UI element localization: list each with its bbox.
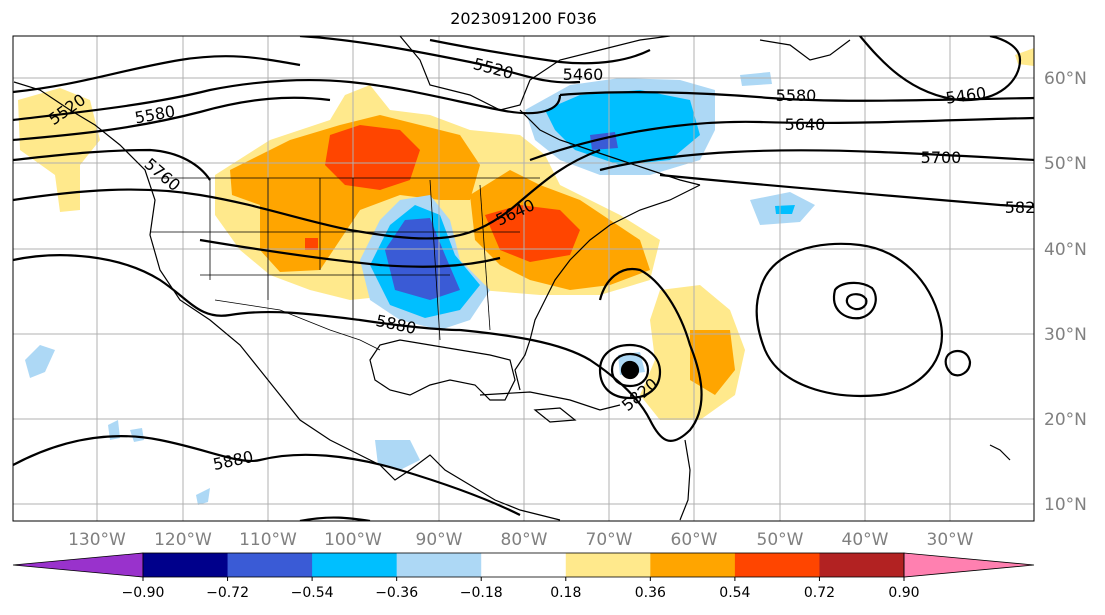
lon-label-120w: 120°W <box>154 530 212 550</box>
anomaly-lightblue-small-3 <box>196 488 210 505</box>
lon-label-80w: 80°W <box>501 530 548 550</box>
anomaly-blue-northeast <box>545 90 700 165</box>
colorbar-tick-label: −0.54 <box>291 585 334 601</box>
contour-label: 5460 <box>563 65 604 84</box>
latitude-labels: 60°N 50°N 40°N 30°N 20°N 10°N <box>1044 69 1087 515</box>
lon-label-90w: 90°W <box>416 530 463 550</box>
colorbar-segment <box>819 553 905 577</box>
lat-lon-grid <box>13 36 1034 521</box>
colorbar-outline <box>142 552 905 578</box>
colorbar-segment <box>312 553 398 577</box>
contour-label: 5640 <box>785 115 826 134</box>
anomaly-yellow-west-coast <box>18 88 100 212</box>
height-contours <box>13 36 1034 521</box>
lat-label-50n: 50°N <box>1044 154 1087 174</box>
anomaly-red-small <box>305 238 318 250</box>
lat-label-30n: 30°N <box>1044 325 1087 345</box>
colorbar-tick-label: −0.72 <box>206 585 249 601</box>
colorbar-segment <box>481 553 567 577</box>
anomaly-lightblue-north-atlantic <box>740 72 772 86</box>
colorbar-segment <box>227 553 313 577</box>
lon-label-100w: 100°W <box>324 530 382 550</box>
colorbar-tick-label: −0.90 <box>122 585 165 601</box>
lon-label-40w: 40°W <box>842 530 889 550</box>
map-title: 2023091200 F036 <box>450 9 597 28</box>
lat-label-40n: 40°N <box>1044 240 1087 260</box>
lat-label-10n: 10°N <box>1044 495 1087 515</box>
colorbar-tick-label: −0.36 <box>375 585 418 601</box>
map-area <box>13 36 1034 521</box>
anomaly-lightblue-mexico <box>375 440 420 470</box>
lon-label-70w: 70°W <box>586 530 633 550</box>
contour-label: 5580 <box>776 86 817 105</box>
lon-label-30w: 30°W <box>927 530 974 550</box>
country-borders <box>150 177 540 351</box>
coastlines <box>13 36 1011 521</box>
contour-label: 582 <box>1005 198 1036 217</box>
colorbar-extend-high <box>903 552 1035 578</box>
lat-label-20n: 20°N <box>1044 410 1087 430</box>
colorbar-extend-low <box>12 552 144 578</box>
colorbar-tick-label: 0.90 <box>888 585 919 601</box>
colorbar-tick-label: 0.18 <box>550 585 581 601</box>
colorbar-segment <box>650 553 736 577</box>
colorbar: −0.90 −0.72 −0.54 −0.36 −0.18 0.18 0.36 0.54 0.7… <box>12 552 1035 601</box>
anomaly-blue-atlantic <box>775 205 795 214</box>
contour-label: 5700 <box>921 148 962 167</box>
colorbar-segment <box>143 553 229 577</box>
anomaly-red-east <box>485 205 580 262</box>
map-frame <box>12 35 1035 522</box>
longitude-labels: 130°W 120°W 110°W 100°W 90°W 80°W 70°W 6… <box>68 530 974 550</box>
colorbar-tick-label: 0.72 <box>804 585 835 601</box>
colorbar-tick-label: 0.54 <box>719 585 750 601</box>
anomaly-lightblue-small-2 <box>130 428 144 442</box>
anomaly-lightblue-small-1 <box>108 420 120 440</box>
lon-label-130w: 130°W <box>68 530 126 550</box>
colorbar-segment <box>396 553 482 577</box>
colorbar-segment <box>565 553 651 577</box>
anomaly-orange-atlantic <box>690 330 735 395</box>
colorbar-segment <box>734 553 820 577</box>
anomaly-red-north <box>325 125 420 190</box>
colorbar-tick-label: −0.18 <box>460 585 503 601</box>
anomaly-lightblue-pacific <box>25 345 55 378</box>
lon-label-60w: 60°W <box>671 530 718 550</box>
anomaly-shading <box>18 48 1034 505</box>
lon-label-110w: 110°W <box>239 530 297 550</box>
colorbar-tick-label: 0.36 <box>635 585 666 601</box>
lat-label-60n: 60°N <box>1044 69 1087 89</box>
lon-label-50w: 50°W <box>757 530 804 550</box>
